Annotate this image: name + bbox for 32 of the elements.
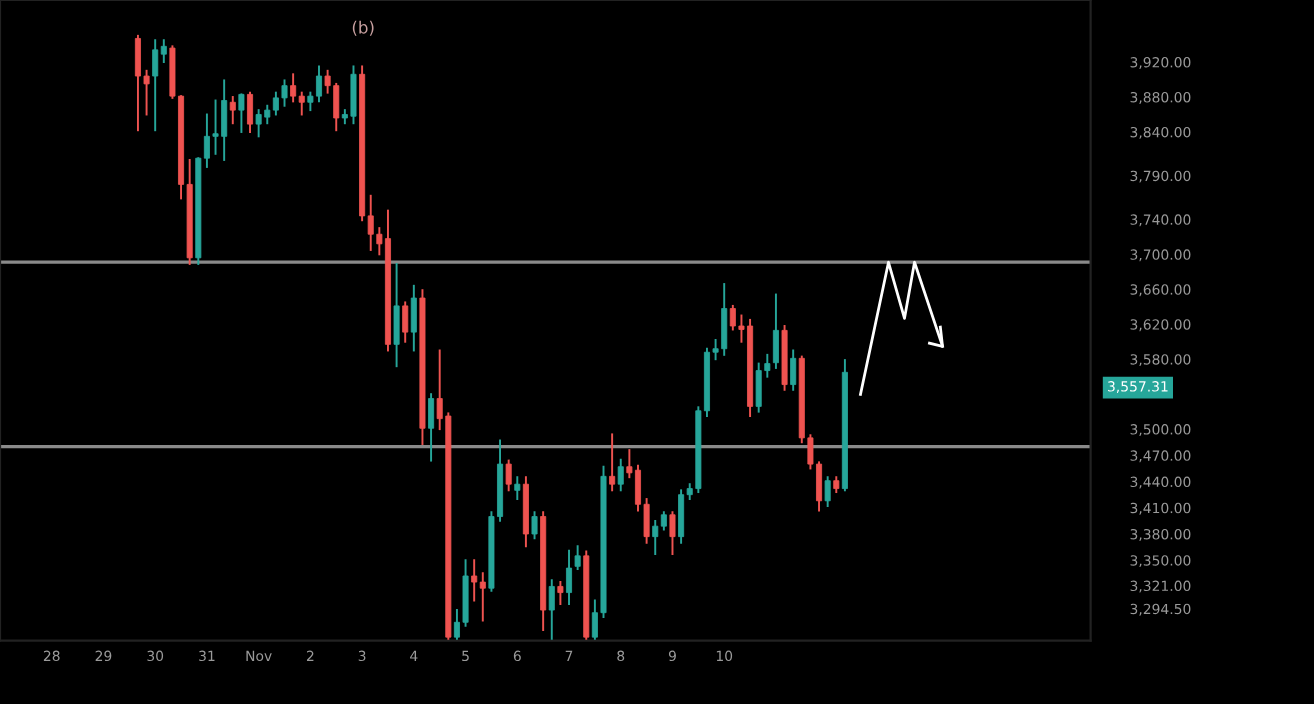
candlestick bbox=[247, 91, 254, 133]
candlestick bbox=[298, 91, 305, 116]
candlestick bbox=[678, 489, 685, 544]
candlestick bbox=[152, 39, 159, 132]
candlestick bbox=[609, 433, 616, 492]
candlestick bbox=[531, 511, 538, 540]
candlestick bbox=[402, 301, 409, 343]
candlestick bbox=[281, 79, 288, 107]
candlestick bbox=[428, 393, 435, 462]
candlestick bbox=[617, 458, 624, 492]
annotation: (b) bbox=[352, 20, 374, 36]
candlestick bbox=[514, 476, 521, 501]
candlestick bbox=[652, 519, 659, 556]
candlestick bbox=[393, 262, 400, 368]
candlestick bbox=[772, 293, 779, 369]
candlestick bbox=[471, 559, 478, 602]
candlestick bbox=[290, 73, 297, 103]
candlestick bbox=[410, 284, 417, 352]
candlestick bbox=[548, 579, 555, 640]
candlestick bbox=[566, 549, 573, 605]
candlestick bbox=[505, 459, 512, 492]
candlestick bbox=[212, 99, 219, 155]
candlestick bbox=[557, 581, 564, 605]
candlestick bbox=[238, 93, 245, 133]
candlestick bbox=[790, 349, 797, 391]
candlestick bbox=[229, 96, 236, 125]
candlestick bbox=[315, 65, 322, 103]
candlestick bbox=[350, 65, 357, 125]
candlestick bbox=[669, 511, 676, 556]
candlestick bbox=[824, 476, 831, 508]
candlestick bbox=[479, 572, 486, 622]
candlestick bbox=[574, 545, 581, 570]
